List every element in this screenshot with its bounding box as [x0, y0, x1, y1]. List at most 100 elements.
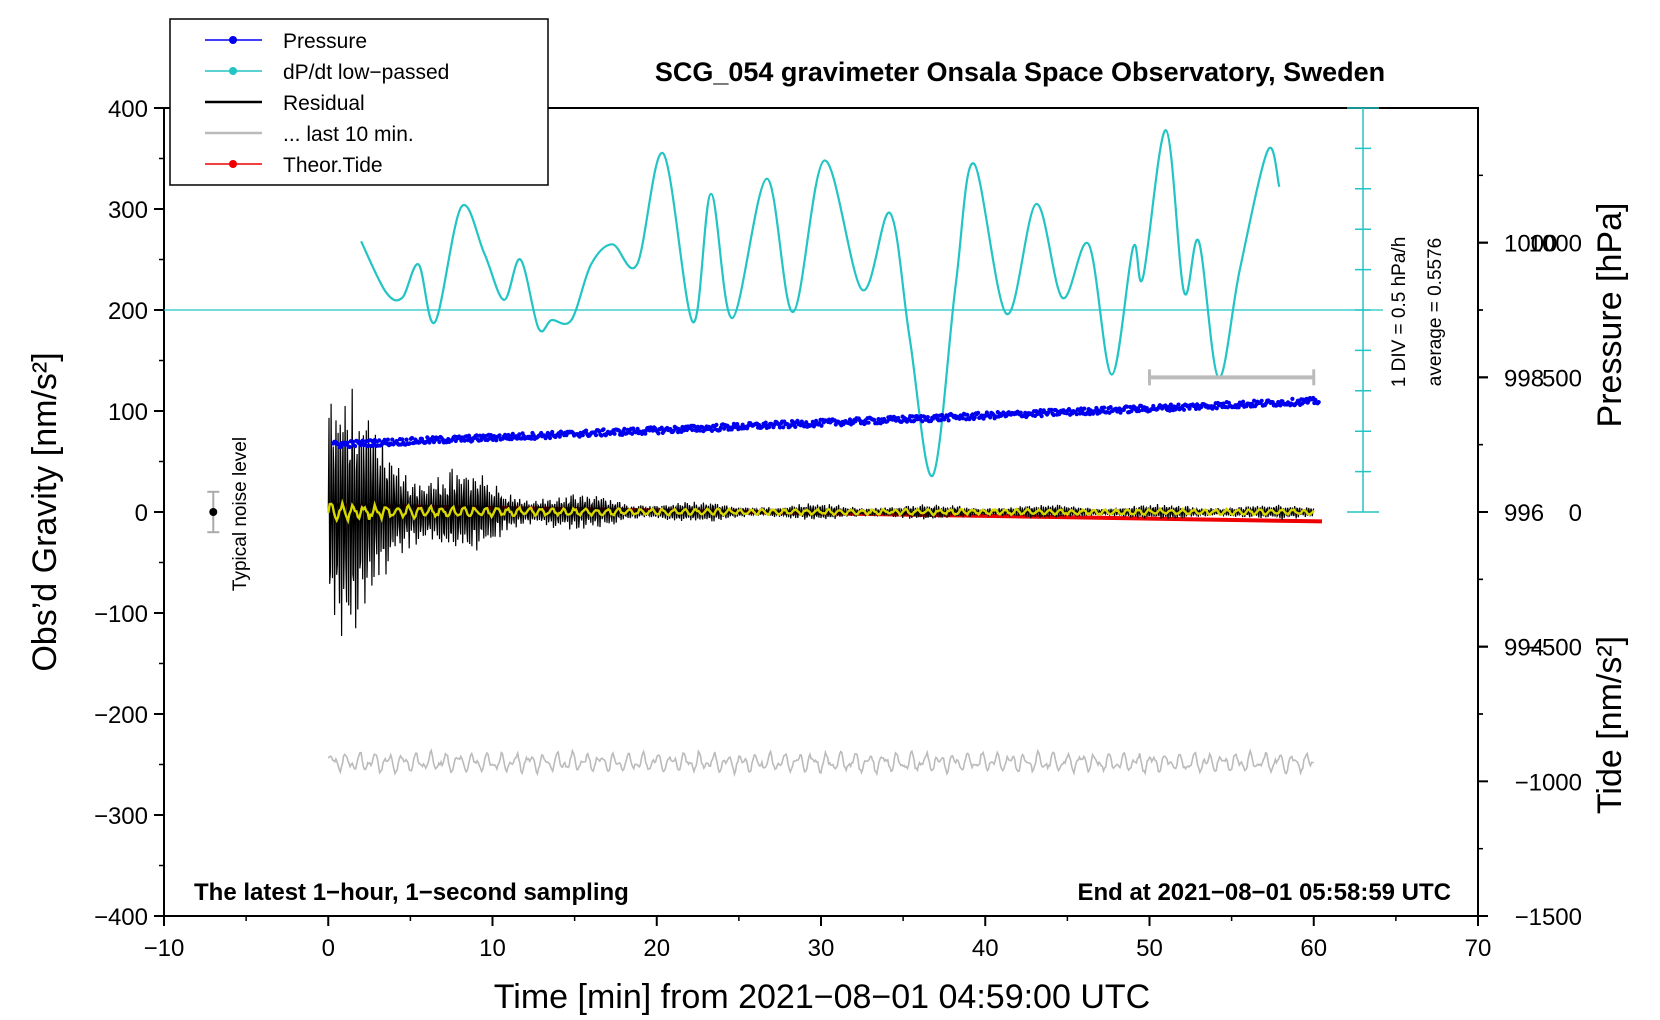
pressure-point: [338, 444, 343, 449]
pressure-tick-label: 1000: [1504, 231, 1557, 258]
pressure-point: [680, 424, 685, 430]
pressure-tick-label: 998: [1504, 365, 1544, 392]
pressure-point: [1051, 412, 1056, 418]
pressure-point: [437, 439, 442, 445]
legend-label-tide: Theor.Tide: [283, 154, 383, 177]
pressure-point: [643, 431, 648, 436]
pressure-point: [1221, 401, 1226, 406]
chart-title: SCG_054 gravimeter Onsala Space Observat…: [655, 57, 1385, 87]
pressure-point: [819, 423, 824, 428]
pressure-point: [360, 438, 365, 443]
pressure-point: [497, 433, 502, 438]
pressure-point: [593, 433, 599, 438]
y-tick-label: −400: [94, 904, 148, 931]
pressure-point: [1082, 406, 1087, 411]
legend-label-pressure: Pressure: [283, 30, 367, 53]
pressure-point: [353, 444, 358, 449]
pressure-point: [939, 412, 945, 418]
noise-point: [209, 508, 218, 516]
pressure-point: [1316, 400, 1321, 405]
x-tick-label: 50: [1136, 935, 1163, 962]
pressure-point: [620, 432, 625, 437]
pressure-point: [1074, 412, 1079, 417]
x-tick-label: −10: [144, 935, 185, 962]
pressure-point: [925, 415, 930, 420]
pressure-point: [714, 422, 719, 427]
pressure-point: [345, 440, 350, 445]
pressure-point: [584, 428, 589, 433]
pressure-point: [1241, 399, 1246, 404]
pressure-point: [1079, 406, 1084, 411]
pressure-point: [547, 435, 553, 441]
pressure-point: [690, 427, 695, 433]
y-tick-label: −100: [94, 601, 148, 628]
pressure-point: [697, 428, 703, 433]
pressure-point: [488, 433, 493, 438]
tide-axis-title: Tide [nm/s²]: [1591, 636, 1629, 814]
tide-tick-label: 1000: [1529, 231, 1582, 258]
x-tick-label: 30: [808, 935, 835, 962]
pressure-point: [404, 437, 409, 442]
pressure-tick-label: 996: [1504, 500, 1544, 527]
y-axis-title: Obs’d Gravity [nm/s²]: [26, 352, 64, 671]
pressure-point: [934, 413, 939, 418]
pressure-point: [1039, 414, 1044, 419]
tide-tick-label: 500: [1542, 365, 1582, 392]
pressure-point: [965, 412, 970, 417]
pressure-point: [1278, 403, 1283, 408]
pressure-point: [692, 424, 697, 429]
pressure-point: [972, 415, 977, 420]
pressure-point: [920, 419, 925, 424]
pressure-point: [777, 425, 783, 430]
noise-level-label: Typical noise level: [230, 437, 251, 591]
pressure-point: [407, 441, 412, 446]
pressure-point: [350, 439, 355, 444]
x-axis-ticks: −10 0 10 20 30 40 50 60 70: [144, 916, 1492, 962]
pressure-point: [791, 420, 796, 425]
pressure-tick-label: 994: [1504, 635, 1544, 662]
y-tick-label: 0: [135, 500, 148, 527]
x-tick-label: 0: [322, 935, 335, 962]
pressure-point: [1137, 408, 1142, 414]
series-dpdt-lowpassed: [360, 129, 1281, 477]
pressure-axis-title: Pressure [hPa]: [1591, 203, 1629, 428]
x-tick-label: 70: [1465, 935, 1492, 962]
series-layer: [327, 129, 1322, 778]
pressure-point: [793, 424, 798, 429]
legend-label-dpdt: dP/dt low−passed: [283, 61, 449, 84]
tide-tick-label: −500: [1528, 635, 1582, 662]
tide-tick-label: −1000: [1515, 769, 1582, 796]
pressure-point: [695, 424, 700, 429]
pressure-point: [1018, 410, 1023, 415]
pressure-point: [709, 428, 715, 433]
tide-tick-label: −1500: [1515, 904, 1582, 931]
legend-label-residual: Residual: [283, 92, 365, 115]
x-tick-label: 60: [1300, 935, 1327, 962]
pressure-point: [1214, 406, 1219, 411]
legend-swatch-dot: [229, 160, 237, 168]
x-tick-label: 10: [479, 935, 506, 962]
pressure-point: [550, 429, 555, 435]
pressure-point: [1252, 398, 1257, 403]
pressure-point: [622, 426, 627, 431]
pressure-point: [866, 420, 871, 425]
pressure-point: [385, 437, 390, 442]
y-tick-label: 200: [108, 298, 148, 325]
x-axis-title: Time [min] from 2021−08−01 04:59:00 UTC: [494, 978, 1150, 1016]
scale-bar-label: 1 DIV = 0.5 hPa/h: [1389, 237, 1410, 388]
pressure-point: [763, 420, 768, 425]
pressure-point: [358, 443, 363, 448]
pressure-point: [876, 417, 881, 422]
pressure-point: [1168, 402, 1173, 407]
x-tick-label: 40: [972, 935, 999, 962]
pressure-point: [347, 444, 352, 450]
pressure-point: [557, 434, 562, 439]
pressure-point: [970, 412, 975, 417]
pressure-point: [377, 438, 382, 443]
pressure-axis-ticks: 1000 998 996 994: [1478, 174, 1557, 715]
pressure-point: [580, 433, 585, 438]
pressure-point: [599, 433, 604, 438]
pressure-point: [976, 410, 981, 415]
pressure-point: [910, 414, 915, 419]
